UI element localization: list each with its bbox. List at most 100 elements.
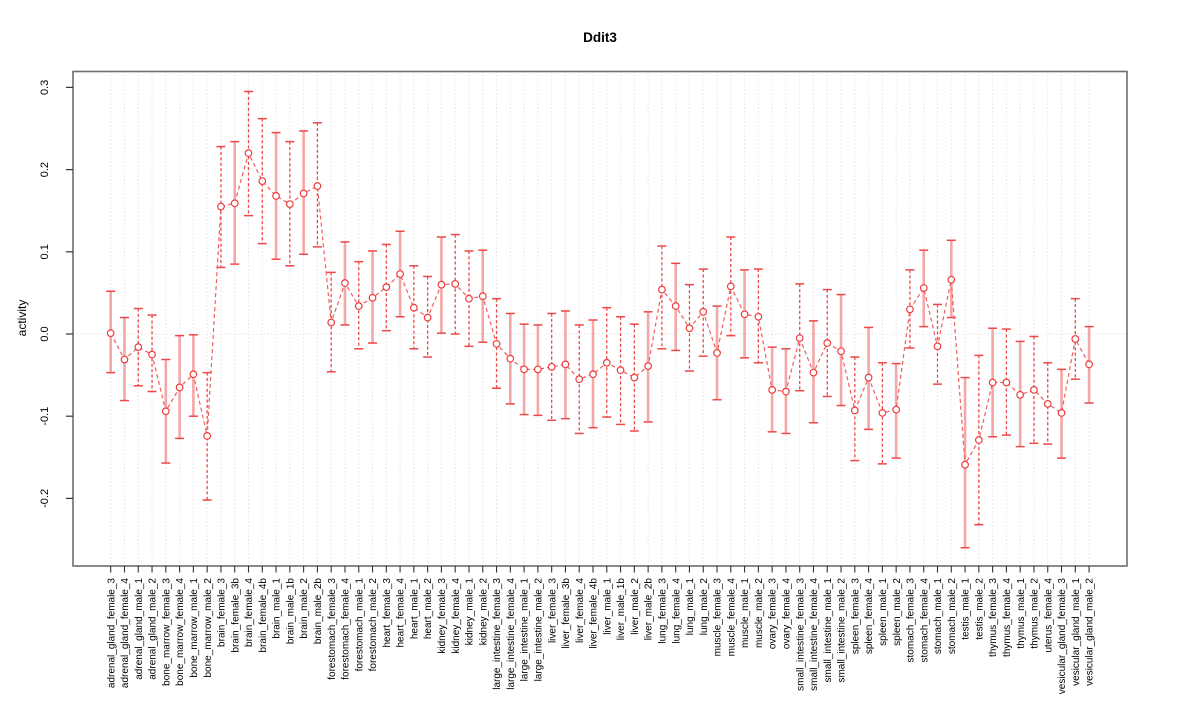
y-tick-label: 0.1 (39, 244, 51, 259)
x-tick-label: brain_male_1b (285, 578, 296, 645)
x-tick-label: liver_female_3 (547, 578, 558, 643)
x-tick-label: stomach_male_2 (947, 578, 958, 655)
x-tick-label: kidney_female_3 (437, 578, 448, 654)
connector-line (110, 151, 1090, 467)
data-point (823, 339, 832, 347)
y-tick-label: 0.0 (39, 326, 51, 341)
x-tick-label: muscle_male_1 (740, 578, 751, 648)
x-tick-label: ovary_female_3 (768, 578, 779, 650)
x-tick-label: heart_female_4 (396, 578, 407, 648)
data-point (878, 409, 887, 417)
axes-layer: 0.3 0.2 0.1 0.0 -0.1 -0.2 adrenal_gland_female… (39, 70, 1128, 694)
x-tick-label: stomach_female_3 (906, 578, 917, 663)
plot-border (72, 70, 1128, 567)
x-tick-label: testis_male_2 (974, 578, 985, 640)
data-point (906, 305, 914, 314)
data-point (616, 366, 625, 375)
data-point (602, 358, 611, 367)
x-tick-label: vesicular_gland_male_2 (1085, 578, 1096, 686)
data-point (368, 293, 377, 302)
data-point (974, 436, 983, 444)
data-point (782, 387, 790, 396)
data-point (120, 355, 129, 364)
x-tick-label: liver_female_4 (575, 578, 586, 643)
data-point (919, 284, 928, 292)
data-point (465, 294, 473, 303)
x-tick-label: brain_female_3b (230, 578, 241, 653)
x-tick-label: liver_male_1b (616, 578, 627, 641)
x-tick-label: bone_marrow_female_3 (161, 578, 172, 686)
data-point (988, 378, 997, 387)
x-tick-label: bone_marrow_male_1 (189, 578, 200, 678)
x-tick-label: kidney_male_2 (478, 578, 489, 646)
x-tick-label: brain_male_1 (272, 578, 283, 639)
x-tick-label: spleen_male_2 (892, 578, 903, 646)
data-point (423, 313, 432, 322)
data-point (230, 199, 239, 208)
data-point (850, 406, 859, 415)
chart-title: Ddit3 (583, 30, 617, 45)
x-tick-label: uterus_female_4 (1043, 578, 1054, 653)
data-point (892, 405, 901, 414)
data-point (354, 302, 363, 310)
data-point (175, 383, 184, 392)
x-tick-label: muscle_female_4 (726, 578, 737, 657)
x-tick-label: spleen_male_1 (878, 578, 889, 646)
data-points-layer (106, 149, 1093, 469)
x-tick-label: bone_marrow_female_4 (175, 578, 186, 686)
data-point (795, 334, 804, 343)
data-point (933, 342, 942, 351)
data-point (644, 362, 653, 370)
y-tick-label: 0.2 (39, 162, 51, 177)
x-tick-label: spleen_female_4 (864, 578, 875, 655)
x-tick-label: bone_marrow_male_2 (203, 578, 214, 678)
data-point (961, 460, 969, 469)
x-tick-label: large_intestine_female_3 (492, 578, 503, 690)
data-point (726, 282, 735, 291)
data-point (341, 279, 349, 287)
data-point (547, 362, 556, 371)
x-tick-label: heart_male_1 (409, 578, 420, 640)
x-tick-label: thymus_male_1 (1016, 578, 1027, 649)
x-tick-label: forestomach_male_2 (368, 578, 379, 672)
data-point (409, 303, 418, 312)
x-tick-label: brain_female_4b (258, 578, 269, 653)
data-point (161, 407, 170, 416)
x-tick-label: brain_male_2b (313, 578, 324, 645)
x-tick-label: stomach_female_4 (919, 578, 930, 663)
data-point (768, 385, 777, 394)
x-tick-label: lung_male_1 (685, 578, 696, 636)
data-point (134, 343, 143, 352)
x-tick-label: brain_female_3 (217, 578, 228, 647)
y-tick-label: -0.2 (39, 489, 51, 508)
x-tick-label: brain_female_4 (244, 578, 255, 647)
x-tick-label: liver_male_2b (644, 578, 655, 641)
error-bars-layer (106, 90, 1094, 549)
x-tick-label: muscle_female_3 (713, 578, 724, 657)
data-point (1071, 335, 1080, 343)
x-tick-label: liver_female_4b (589, 578, 600, 649)
data-point (561, 360, 570, 369)
x-tick-label: small_intestine_male_1 (823, 578, 834, 683)
y-axis-label: activity (15, 300, 29, 337)
data-point (313, 182, 322, 190)
data-point (575, 375, 584, 384)
x-tick-label: adrenal_gland_male_2 (148, 578, 159, 680)
data-point (217, 202, 225, 211)
y-tick-label: 0.3 (39, 80, 51, 95)
data-point (809, 368, 818, 377)
x-tick-label: testis_male_1 (961, 578, 972, 640)
x-tick-label: large_intestine_male_1 (520, 578, 531, 682)
data-point (506, 354, 515, 363)
data-point (533, 365, 542, 374)
data-point (106, 329, 115, 338)
data-point (658, 285, 666, 294)
x-tick-label: small_intestine_female_4 (809, 578, 820, 691)
gridlines-layer (73, 71, 1127, 566)
x-tick-label: lung_male_2 (699, 578, 710, 636)
data-point (272, 192, 280, 200)
data-point (492, 339, 501, 348)
x-tick-label: liver_female_3b (561, 578, 572, 649)
